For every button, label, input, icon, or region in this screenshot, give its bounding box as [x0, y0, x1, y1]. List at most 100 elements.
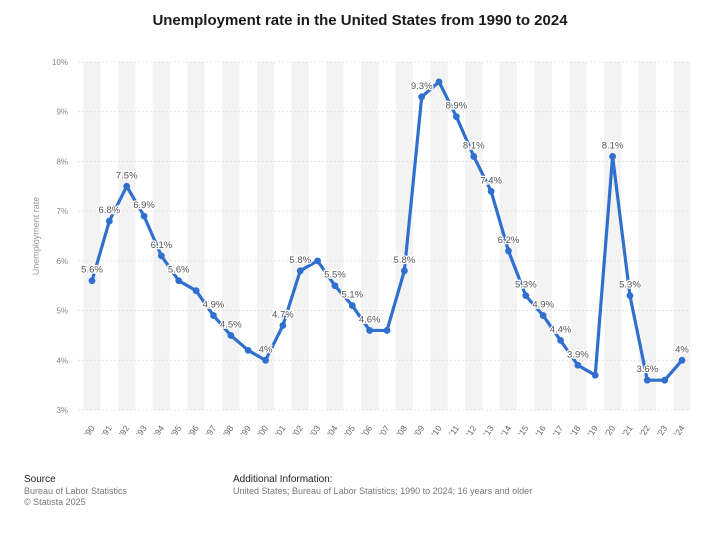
data-point[interactable]	[418, 93, 426, 101]
data-point[interactable]	[123, 182, 131, 190]
data-point[interactable]	[453, 113, 460, 121]
x-tick-label: '19	[585, 423, 600, 438]
y-tick-label: 7%	[56, 207, 68, 216]
x-tick-label: '15	[516, 423, 531, 438]
source-heading: Source	[24, 474, 56, 485]
column-band	[83, 62, 101, 410]
data-point[interactable]	[661, 376, 669, 384]
data-point[interactable]	[244, 346, 252, 354]
column-band	[222, 62, 240, 410]
data-point[interactable]	[175, 277, 183, 285]
column-band	[673, 62, 691, 410]
data-point[interactable]	[383, 327, 391, 334]
additional-info-heading: Additional Information:	[233, 474, 333, 485]
x-tick-label: '01	[273, 423, 288, 438]
data-point[interactable]	[158, 252, 165, 260]
data-point[interactable]	[626, 292, 634, 300]
x-tick-label: '02	[290, 423, 305, 438]
column-bands	[83, 62, 691, 410]
column-band	[187, 62, 205, 410]
data-point[interactable]	[296, 267, 304, 275]
x-tick-label: '16	[533, 423, 548, 438]
series-line	[90, 80, 684, 382]
x-tick-label: '06	[360, 423, 375, 438]
x-tick-label: '11	[447, 423, 461, 438]
chart-title: Unemployment rate in the United States f…	[152, 12, 568, 29]
data-label: 8.1%	[463, 140, 485, 151]
data-point[interactable]	[279, 322, 287, 329]
column-band	[569, 62, 587, 410]
data-point[interactable]	[348, 302, 356, 309]
x-tick-label: '13	[481, 423, 496, 438]
data-point[interactable]	[557, 337, 564, 344]
x-tick-label: '94	[152, 423, 167, 438]
data-point[interactable]	[435, 78, 443, 86]
data-label: 5.8%	[394, 255, 416, 266]
data-point[interactable]	[210, 312, 217, 319]
data-point[interactable]	[331, 282, 339, 290]
data-point[interactable]	[591, 371, 599, 379]
data-point[interactable]	[105, 217, 113, 225]
data-point[interactable]	[470, 153, 478, 160]
y-axis-label: Unemployment rate	[31, 197, 41, 276]
column-band	[603, 62, 622, 410]
y-tick-label: 10%	[52, 58, 68, 67]
data-label: 3.6%	[636, 364, 658, 375]
data-point[interactable]	[227, 332, 235, 339]
data-point[interactable]	[609, 153, 616, 160]
data-label: 5.1%	[341, 290, 363, 301]
data-label: 5.8%	[289, 255, 311, 266]
data-label: 4.9%	[203, 300, 225, 311]
column-band	[638, 62, 656, 410]
y-tick-label: 6%	[56, 257, 68, 266]
x-tick-label: '04	[325, 423, 340, 438]
data-point[interactable]	[400, 267, 408, 275]
data-point[interactable]	[678, 356, 686, 364]
line-chart: 3%4%5%6%7%8%9%10% '90'91'92'93'94'95'96 '…	[31, 58, 691, 438]
x-tick-label: '22	[637, 423, 652, 438]
x-tick-label: '96	[186, 423, 201, 438]
data-point[interactable]	[539, 312, 547, 319]
data-point[interactable]	[314, 257, 321, 265]
source-line: Bureau of Labor Statistics	[24, 486, 128, 496]
data-point[interactable]	[574, 361, 582, 369]
data-label: 6.1%	[151, 240, 173, 251]
column-band	[395, 62, 414, 410]
data-point[interactable]	[262, 356, 269, 364]
x-tick-label: '05	[342, 423, 357, 438]
data-label: 5.5%	[324, 270, 346, 281]
data-point[interactable]	[140, 212, 148, 220]
data-label: 4.5%	[220, 319, 242, 330]
data-point[interactable]	[505, 247, 512, 255]
data-point[interactable]	[522, 292, 530, 300]
column-band	[152, 62, 171, 410]
x-tick-label: '18	[568, 423, 583, 438]
column-band	[499, 62, 518, 410]
data-point[interactable]	[487, 187, 495, 195]
data-label: 5.6%	[168, 265, 190, 276]
data-label: 6.9%	[133, 200, 155, 211]
data-points	[88, 78, 686, 384]
x-tick-label: '08	[394, 423, 409, 438]
data-label: 6.8%	[99, 205, 121, 216]
column-band	[465, 62, 483, 410]
data-point[interactable]	[366, 327, 374, 334]
column-band	[118, 62, 136, 410]
data-label: 7.4%	[480, 175, 502, 186]
data-label: 4.7%	[272, 309, 294, 320]
x-tick-label: '09	[412, 423, 427, 438]
column-band	[430, 62, 448, 410]
data-label: 5.3%	[619, 280, 641, 291]
data-point[interactable]	[88, 277, 96, 285]
source-block: Source Bureau of Labor Statistics © Stat…	[24, 474, 127, 508]
additional-info-line: United States; Bureau of Labor Statistic…	[233, 486, 533, 496]
x-tick-label: '23	[655, 423, 670, 438]
data-label: 7.5%	[116, 170, 138, 181]
column-band	[291, 62, 309, 410]
x-tick-label: '20	[603, 423, 618, 438]
column-band	[534, 62, 552, 410]
data-point[interactable]	[643, 376, 651, 384]
data-label: 4.9%	[532, 300, 554, 311]
x-tick-label: '99	[238, 423, 253, 438]
data-point[interactable]	[192, 287, 200, 295]
